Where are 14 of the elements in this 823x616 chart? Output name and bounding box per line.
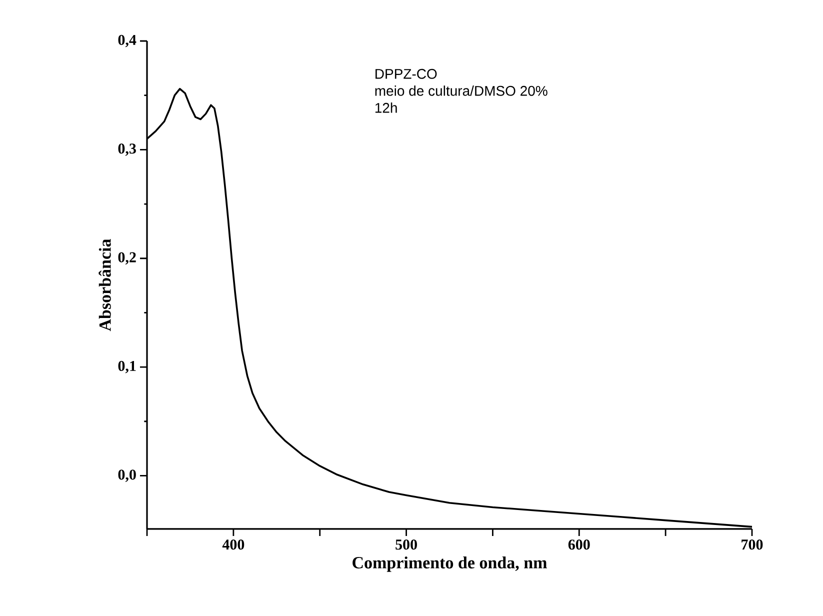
y-tick-label: 0,3 [118, 144, 136, 156]
x-tick-label: 700 [742, 540, 763, 550]
y-tick-label: 0,2 [118, 252, 136, 265]
x-tick-label: 500 [396, 540, 417, 550]
annotation: DPPZ-CO [376, 68, 437, 79]
y-tick-label: 0,4 [118, 34, 136, 48]
annotation: 12h [375, 102, 397, 113]
x-tick-label: 600 [568, 540, 590, 550]
x-axis-title: Comprimento de onda, nm [352, 556, 547, 572]
y-tick-label: 0,1 [118, 360, 136, 374]
y-axis-title: Absorbância [98, 238, 111, 332]
annotation: meio de cultura/DMSO 20% [375, 86, 548, 96]
x-tick-label: 400 [222, 540, 244, 550]
y-tick-label: 0,0 [118, 470, 136, 482]
